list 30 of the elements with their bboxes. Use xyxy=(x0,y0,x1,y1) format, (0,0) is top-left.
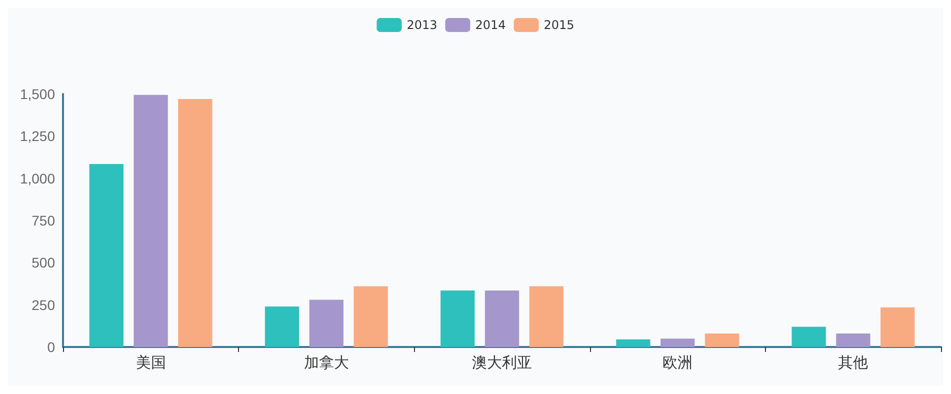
x-tick-label: 美国 xyxy=(136,354,166,372)
bar xyxy=(264,306,300,347)
bar xyxy=(529,286,564,347)
y-tick-label: 1,000 xyxy=(20,170,56,186)
y-tick-label: 500 xyxy=(32,254,56,271)
bar xyxy=(134,94,168,347)
legend-label: 2013 xyxy=(406,18,438,32)
bar xyxy=(880,307,915,347)
bar xyxy=(836,334,870,347)
x-tick-label: 澳大利亚 xyxy=(472,354,532,372)
x-tick-label: 欧洲 xyxy=(662,354,693,372)
x-tick-label: 其他 xyxy=(838,354,868,372)
bar xyxy=(704,334,740,347)
y-tick-label: 750 xyxy=(32,212,56,228)
bar xyxy=(616,339,650,347)
y-tick-label: 1,250 xyxy=(20,128,56,144)
bar xyxy=(309,300,344,347)
bar xyxy=(792,326,826,347)
bar xyxy=(354,286,388,347)
y-tick-label: 1,500 xyxy=(20,86,56,102)
bar xyxy=(660,338,695,347)
legend-label: 2014 xyxy=(475,18,506,32)
y-tick-label: 0 xyxy=(47,339,56,355)
x-tick-label: 加拿大 xyxy=(304,354,349,372)
legend-label: 2015 xyxy=(544,18,574,32)
y-tick-label: 250 xyxy=(32,296,56,313)
bar xyxy=(89,164,124,347)
bar xyxy=(484,290,520,347)
bar xyxy=(178,99,212,347)
bar xyxy=(440,290,475,347)
